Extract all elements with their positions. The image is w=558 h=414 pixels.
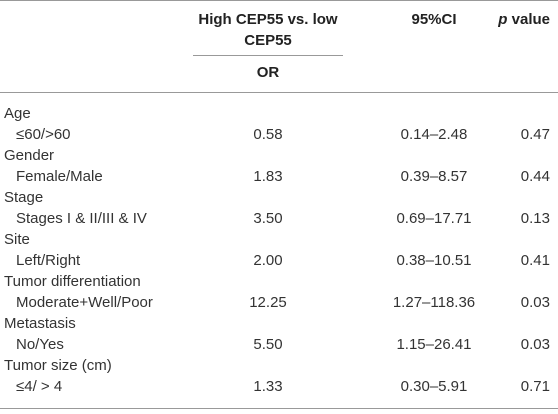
group-label-age: Age	[4, 105, 31, 122]
row-ci: 0.38–10.51	[396, 252, 472, 269]
row-or: 0.58	[253, 126, 283, 143]
row-ci: 0.14–2.48	[400, 126, 468, 143]
row-or: 1.33	[253, 378, 283, 395]
group-label-stage: Stage	[4, 189, 44, 206]
row-ci: 0.69–17.71	[396, 210, 472, 227]
row-or: 5.50	[253, 336, 283, 353]
row-label: Female/Male	[16, 168, 103, 185]
row-label: Moderate+Well/Poor	[16, 294, 153, 311]
group-label-gender: Gender	[4, 147, 55, 164]
group-label-site: Site	[4, 231, 30, 248]
table-bottom-rule	[0, 408, 558, 409]
table-row: Stages I & II/III & IV 3.50 0.69–17.71 0…	[0, 209, 558, 231]
row-p: 0.41	[520, 252, 550, 269]
row-p: 0.03	[520, 294, 550, 311]
header-or-sub: OR	[256, 64, 280, 81]
row-p: 0.03	[520, 336, 550, 353]
row-p: 0.13	[520, 210, 550, 227]
row-label: Stages I & II/III & IV	[16, 210, 147, 227]
row-ci: 1.15–26.41	[396, 336, 472, 353]
row-ci: 0.30–5.91	[400, 378, 468, 395]
header-bottom-rule	[0, 92, 558, 93]
row-label: Left/Right	[16, 252, 81, 269]
header-or-line2: CEP55	[244, 32, 292, 49]
row-label: ≤4/ > 4	[16, 378, 63, 395]
row-ci: 0.39–8.57	[400, 168, 468, 185]
header-p-rest: value	[507, 11, 550, 28]
header-or-line1: High CEP55 vs. low	[198, 11, 338, 28]
row-p: 0.47	[520, 126, 550, 143]
table-top-rule	[0, 0, 558, 1]
row-p: 0.71	[520, 378, 550, 395]
header-or-underline	[193, 55, 343, 56]
table-row: ≤60/>60 0.58 0.14–2.48 0.47	[0, 125, 558, 147]
row-p: 0.44	[520, 168, 550, 185]
row-or: 2.00	[253, 252, 283, 269]
group-label-metastasis: Metastasis	[4, 315, 76, 332]
row-ci: 1.27–118.36	[392, 294, 476, 311]
header-p: p value	[470, 10, 550, 30]
row-label: No/Yes	[16, 336, 64, 353]
group-label-tumor-differentiation: Tumor differentiation	[4, 273, 141, 290]
table-row: No/Yes 5.50 1.15–26.41 0.03	[0, 335, 558, 357]
group-label-tumor-size: Tumor size (cm)	[4, 357, 112, 374]
table-row: ≤4/ > 4 1.33 0.30–5.91 0.71	[0, 377, 558, 399]
table-row: Left/Right 2.00 0.38–10.51 0.41	[0, 251, 558, 273]
row-or: 1.83	[253, 168, 283, 185]
row-or: 3.50	[253, 210, 283, 227]
row-or: 12.25	[249, 294, 287, 311]
table-row: Moderate+Well/Poor 12.25 1.27–118.36 0.0…	[0, 293, 558, 315]
table-row: Female/Male 1.83 0.39–8.57 0.44	[0, 167, 558, 189]
row-label: ≤60/>60	[16, 126, 71, 143]
header-ci: 95%CI	[411, 11, 457, 28]
header-p-italic: p	[498, 11, 508, 28]
